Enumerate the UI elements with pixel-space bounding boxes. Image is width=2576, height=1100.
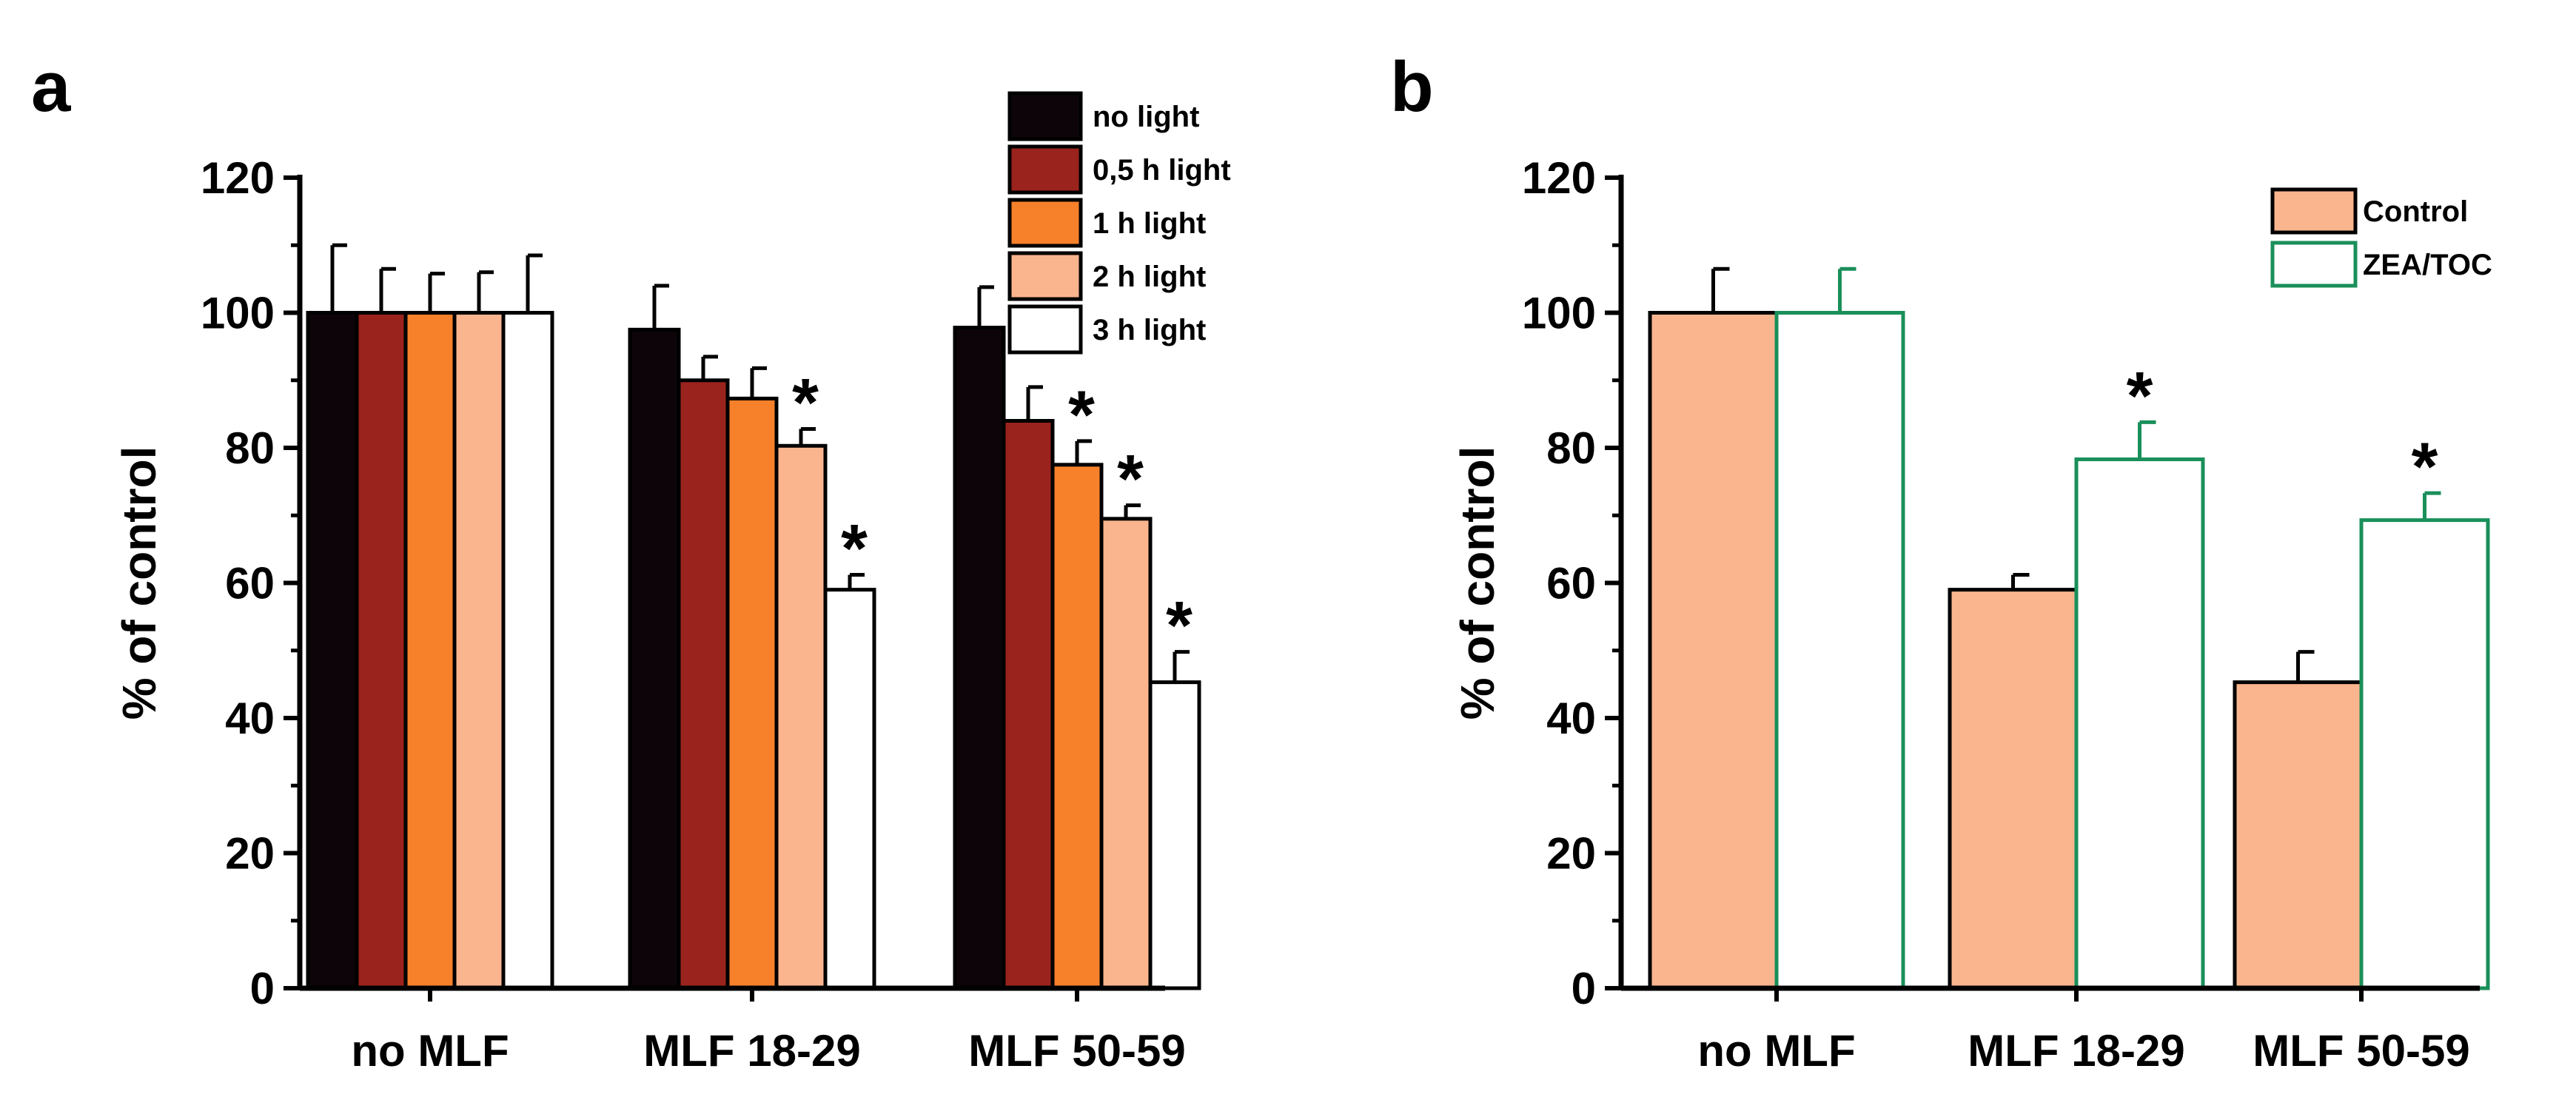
legend-swatch xyxy=(1007,198,1083,248)
legend-swatch xyxy=(1007,144,1083,195)
category-label: MLF 18-29 xyxy=(1968,1026,2184,1076)
bar xyxy=(452,311,506,990)
legend: Control ZEA/TOC xyxy=(2270,187,2492,288)
significance-star: * xyxy=(841,512,868,587)
y-tick-label: 60 xyxy=(1546,559,1596,608)
legend-swatch xyxy=(1007,251,1083,301)
y-tick-label: 100 xyxy=(201,289,275,338)
y-tick-label: 20 xyxy=(1546,829,1596,879)
legend-swatch xyxy=(2270,187,2358,235)
y-tick-label: 60 xyxy=(225,559,275,608)
bar xyxy=(1050,463,1104,990)
bar xyxy=(403,311,457,990)
legend-swatch xyxy=(1007,304,1083,355)
panel-letter-a: a xyxy=(31,47,71,127)
category-label: no MLF xyxy=(351,1026,509,1076)
bar xyxy=(306,311,359,990)
legend-label: 2 h light xyxy=(1093,261,1206,293)
bar xyxy=(628,327,681,990)
panel-a: a no MLF * * MLF 18-29 * * * MLF 50-59 0 20 40 60 80 1… xyxy=(31,47,1231,1076)
bar xyxy=(953,326,1006,990)
category-label: MLF 50-59 xyxy=(2253,1026,2469,1076)
legend-swatch xyxy=(1007,91,1083,141)
panel-b: b no MLF * MLF 18-29 * MLF 50-59 0 20 40 60 80 100 1… xyxy=(1390,47,2492,1076)
bar xyxy=(1002,419,1055,990)
bar xyxy=(2074,457,2205,990)
y-tick-label: 40 xyxy=(225,694,275,743)
y-tick-label: 100 xyxy=(1522,289,1596,338)
bar xyxy=(501,311,554,990)
bar xyxy=(677,378,730,990)
y-tick-label: 40 xyxy=(1546,694,1596,743)
y-tick-label: 0 xyxy=(1572,964,1596,1013)
category-label: MLF 50-59 xyxy=(968,1026,1185,1076)
legend-swatch xyxy=(2270,241,2358,288)
y-tick-label: 120 xyxy=(1522,153,1596,203)
bar xyxy=(823,588,876,990)
legend-label: 3 h light xyxy=(1093,314,1206,346)
panel-letter-b: b xyxy=(1390,47,1434,127)
bar xyxy=(2359,518,2490,990)
bar xyxy=(774,443,828,990)
bar xyxy=(1774,311,1905,990)
bar xyxy=(1148,680,1201,990)
significance-star: * xyxy=(2412,429,2438,505)
y-axis-title: % of control xyxy=(1451,446,1504,720)
legend-label: ZEA/TOC xyxy=(2363,249,2492,281)
significance-star: * xyxy=(792,365,819,440)
category-label: MLF 18-29 xyxy=(643,1026,860,1076)
bar xyxy=(1648,311,1779,990)
bar xyxy=(1099,517,1153,990)
significance-star: * xyxy=(1166,588,1193,664)
legend-label: no light xyxy=(1093,101,1199,133)
y-tick-label: 20 xyxy=(225,829,275,879)
y-tick-label: 0 xyxy=(250,964,275,1013)
y-tick-label: 80 xyxy=(225,423,275,473)
legend-label: Control xyxy=(2363,195,2468,228)
significance-star: * xyxy=(1068,378,1095,453)
bar xyxy=(355,311,408,990)
legend-label: 1 h light xyxy=(1093,207,1206,240)
legend-label: 0,5 h light xyxy=(1093,154,1231,187)
legend: no light 0,5 h light 1 h light 2 h light 3 h… xyxy=(1007,91,1231,355)
significance-star: * xyxy=(2127,358,2153,434)
category-label: no MLF xyxy=(1697,1026,1855,1076)
bar xyxy=(2233,680,2364,990)
y-tick-label: 120 xyxy=(201,153,275,203)
bar xyxy=(1948,588,2079,990)
significance-star: * xyxy=(1117,442,1144,517)
y-axis-title: % of control xyxy=(113,446,166,720)
y-tick-label: 80 xyxy=(1546,423,1596,473)
bar xyxy=(725,396,779,990)
